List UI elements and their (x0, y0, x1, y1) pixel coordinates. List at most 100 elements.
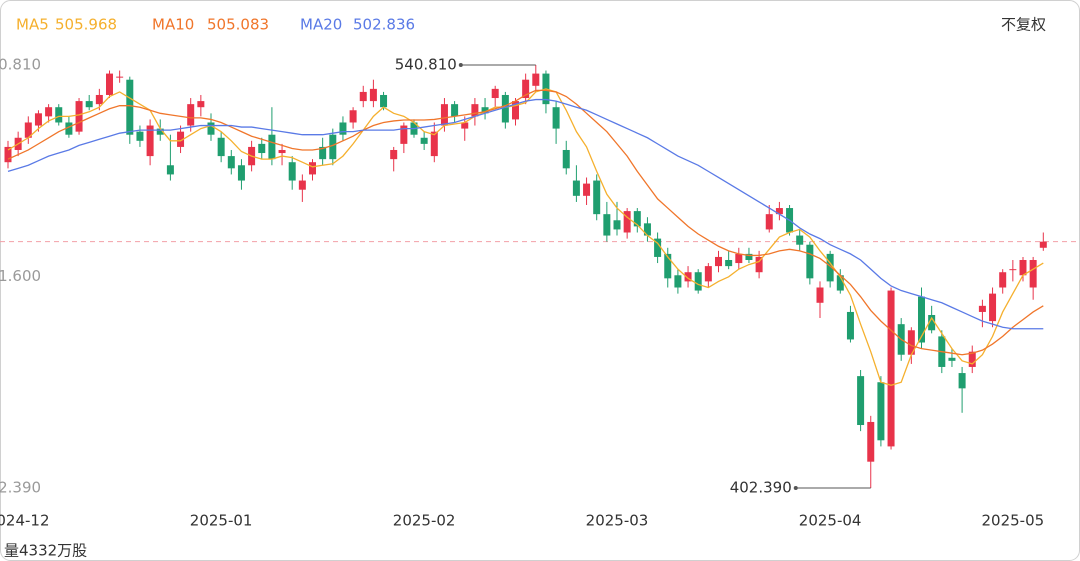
candle-body (643, 223, 651, 236)
candle-body (826, 253, 834, 282)
candle-body (572, 180, 580, 196)
candle-body (522, 79, 530, 99)
candle-body (745, 253, 753, 260)
x-tick-label: 2025-02 (393, 512, 456, 530)
candle-body (288, 162, 296, 181)
candle-body (918, 296, 925, 343)
candle-body (958, 373, 966, 389)
candle-body (887, 290, 895, 447)
x-tick-label: 2025-03 (586, 512, 649, 530)
x-tick-label: 2025-01 (190, 512, 253, 530)
candle-body (704, 266, 712, 282)
legend-value: 505.968 (55, 16, 117, 34)
candle-body (867, 421, 875, 462)
x-tick-label: 2025-05 (982, 512, 1045, 530)
candle-body (755, 256, 763, 273)
candle-body (309, 162, 316, 175)
candle-body (471, 104, 479, 117)
candle-body (278, 149, 286, 154)
candle-body (907, 330, 915, 355)
candle-body (298, 180, 306, 190)
candle-body (481, 107, 489, 114)
candle-body (999, 272, 1007, 288)
candle-body (532, 73, 540, 86)
candle-body (674, 275, 682, 288)
candle-body (197, 101, 205, 108)
candle-body (227, 156, 235, 169)
candle-body (796, 235, 804, 245)
candle-body (562, 149, 570, 169)
candle-body (806, 244, 814, 279)
candle-body (126, 79, 134, 135)
candle-body (369, 88, 377, 102)
mode-label[interactable]: 不复权 (1001, 16, 1046, 34)
candle-body (359, 91, 367, 102)
candle-body (1009, 269, 1017, 271)
candle-body (156, 128, 164, 135)
candle-body (106, 73, 113, 95)
annotation-dot (458, 63, 463, 67)
legend-value: 502.836 (353, 16, 415, 34)
candle-body (633, 211, 641, 227)
y-tick-label: 540.810 (0, 56, 41, 74)
candle-body (85, 101, 93, 108)
candle-body (217, 137, 225, 157)
legend-name: MA5 (16, 16, 49, 34)
candle-body (451, 104, 459, 117)
annotation-dot (793, 486, 798, 490)
candle-body (846, 311, 854, 340)
candle-body (339, 122, 347, 135)
candle-body (420, 137, 428, 144)
candle-body (603, 214, 611, 236)
candle-body (177, 131, 185, 147)
candle-body (390, 149, 398, 160)
candle-body (116, 76, 124, 78)
candle-body (430, 131, 438, 157)
candle-body (978, 305, 986, 312)
ma-line (7, 89, 1044, 356)
legend-name: MA20 (300, 16, 342, 34)
candle-body (75, 101, 83, 132)
candle-body (237, 165, 245, 181)
candle-body (684, 272, 692, 282)
candle-body (1019, 259, 1027, 276)
candle-body (258, 143, 266, 154)
candle-body (491, 88, 499, 99)
candle-body (461, 122, 469, 129)
candle-body (989, 293, 997, 322)
candle-body (735, 253, 743, 264)
candle-body (207, 122, 215, 135)
candle-body (146, 125, 154, 157)
candle-body (715, 256, 722, 267)
volume-label: 量4332万股 (4, 542, 87, 560)
candle-body (948, 357, 956, 361)
candle-body (928, 315, 936, 331)
ma-line (7, 98, 1044, 330)
candle-body (512, 101, 519, 120)
legend-value: 505.083 (207, 16, 269, 34)
candle-body (349, 110, 357, 123)
candle-body (187, 104, 195, 126)
candle-body (45, 107, 53, 117)
candle-body (34, 113, 42, 126)
x-tick-label: 2024-12 (0, 512, 49, 530)
candle-body (725, 259, 733, 267)
annotation-label: 402.390 (730, 479, 792, 497)
candle-body (440, 104, 448, 126)
candle-body (593, 180, 601, 215)
candle-body (765, 214, 773, 230)
candle-body (654, 238, 662, 257)
candle-body (268, 134, 276, 160)
candle-body (1039, 241, 1047, 248)
candle-body (400, 125, 408, 144)
candle-body (664, 253, 672, 279)
candle-body (877, 382, 885, 441)
candle-body (4, 146, 12, 163)
candle-body (65, 122, 73, 135)
candle-body (583, 183, 591, 196)
candle-body (857, 376, 865, 426)
candle-body (623, 211, 631, 233)
